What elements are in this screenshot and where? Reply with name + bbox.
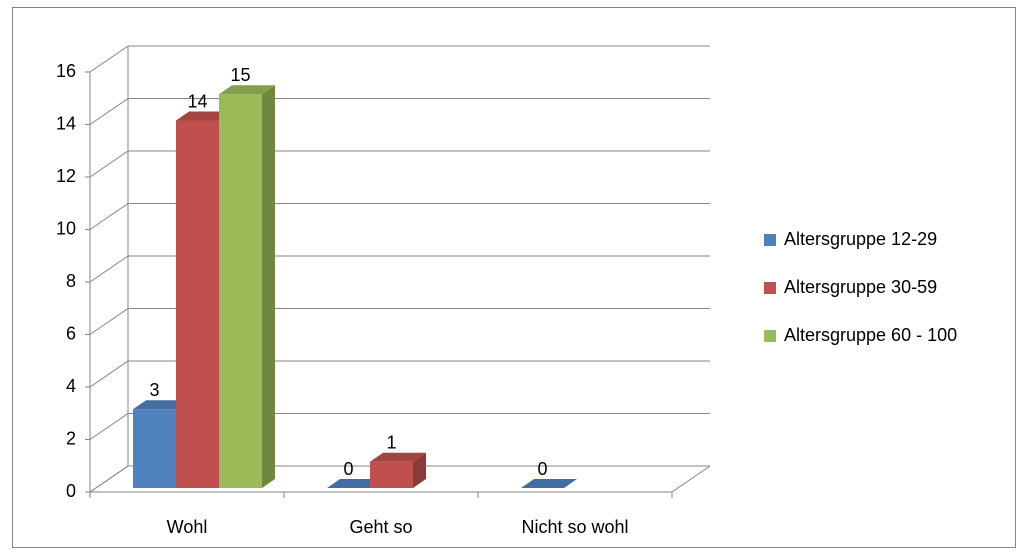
bar-top <box>176 111 232 121</box>
grid-line <box>89 203 129 230</box>
x-tick-label: Nicht so wohl <box>521 517 628 537</box>
bar <box>521 479 577 488</box>
y-tick-label: 0 <box>66 481 76 501</box>
y-tick-label: 2 <box>66 428 76 448</box>
bar-front <box>176 120 219 488</box>
y-tick-label: 12 <box>56 166 76 186</box>
grid-line <box>89 413 129 440</box>
bar <box>370 452 426 488</box>
bar-top <box>219 85 275 95</box>
y-tick-label: 14 <box>56 113 76 133</box>
value-label: 15 <box>230 65 250 85</box>
bar-front <box>370 461 413 488</box>
bar-top <box>133 400 189 410</box>
bar <box>327 479 383 488</box>
legend-label: Altersgruppe 60 - 100 <box>784 325 957 345</box>
bar-top <box>521 479 577 488</box>
bar-side <box>413 452 426 488</box>
grid-line <box>89 45 129 73</box>
value-label: 1 <box>386 433 396 453</box>
grid-line <box>89 360 129 388</box>
y-tick-label: 16 <box>56 61 76 81</box>
legend-swatch <box>764 282 776 294</box>
y-tick-label: 10 <box>56 218 76 238</box>
value-label: 0 <box>343 459 353 479</box>
grid-line <box>89 308 129 335</box>
x-tick-label: Wohl <box>167 517 208 537</box>
grid-line <box>89 150 129 178</box>
bar <box>219 85 275 488</box>
bar-top <box>327 479 383 488</box>
bar-front <box>133 409 176 488</box>
legend-swatch <box>764 330 776 342</box>
grid-line <box>89 465 129 493</box>
legend-swatch <box>764 234 776 246</box>
value-label: 0 <box>537 459 547 479</box>
legend-label: Altersgruppe 30-59 <box>784 277 937 297</box>
grid-line <box>89 98 129 125</box>
bar-front <box>219 94 262 488</box>
y-tick-label: 4 <box>66 376 76 396</box>
value-label: 14 <box>187 91 207 111</box>
x-tick-label: Geht so <box>349 517 412 537</box>
legend-label: Altersgruppe 12-29 <box>784 229 937 249</box>
grid-line <box>89 255 129 283</box>
value-label: 3 <box>149 380 159 400</box>
bar-top <box>370 452 426 462</box>
y-tick-label: 8 <box>66 271 76 291</box>
y-tick-label: 6 <box>66 323 76 343</box>
bar-side <box>262 85 275 488</box>
